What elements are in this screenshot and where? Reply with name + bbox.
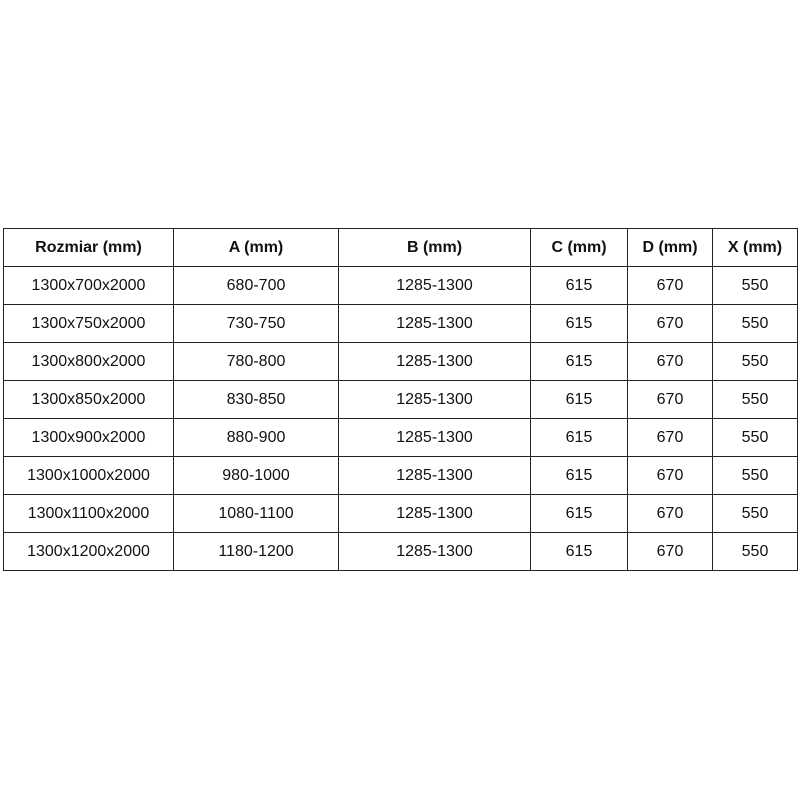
table-cell: 615: [530, 418, 628, 457]
table-cell: 1285-1300: [338, 456, 531, 495]
table-cell: 670: [627, 266, 713, 305]
table-cell: 670: [627, 494, 713, 533]
table-cell: 550: [712, 532, 798, 571]
table-cell: 1300x900x2000: [3, 418, 174, 457]
table-cell: 1300x850x2000: [3, 380, 174, 419]
table-cell: 550: [712, 494, 798, 533]
table-cell: 1285-1300: [338, 494, 531, 533]
table-cell: 1285-1300: [338, 342, 531, 381]
table-cell: 1300x1000x2000: [3, 456, 174, 495]
table-cell: 670: [627, 304, 713, 343]
table-cell: 550: [712, 266, 798, 305]
dimensions-table: Rozmiar (mm) A (mm) B (mm) C (mm) D (mm) X (m…: [3, 228, 798, 571]
table-cell: 1285-1300: [338, 532, 531, 571]
table-row: 1300x1100x2000 1080-1100 1285-1300 615 670 55…: [3, 494, 798, 533]
table-row: 1300x850x2000 830-850 1285-1300 615 670 550: [3, 380, 798, 419]
table-cell: 615: [530, 380, 628, 419]
table-row: 1300x750x2000 730-750 1285-1300 615 670 550: [3, 304, 798, 343]
table-cell: 1300x1200x2000: [3, 532, 174, 571]
table-cell: 615: [530, 532, 628, 571]
table-cell: 615: [530, 494, 628, 533]
table-row: 1300x700x2000 680-700 1285-1300 615 670 550: [3, 266, 798, 305]
table-cell: 615: [530, 304, 628, 343]
table-cell: 1285-1300: [338, 380, 531, 419]
table-row: 1300x1000x2000 980-1000 1285-1300 615 670 550: [3, 456, 798, 495]
table-cell: 1080-1100: [173, 494, 339, 533]
table-cell: 680-700: [173, 266, 339, 305]
table-cell: 670: [627, 418, 713, 457]
table-row: 1300x900x2000 880-900 1285-1300 615 670 550: [3, 418, 798, 457]
table-cell: 615: [530, 456, 628, 495]
column-header: D (mm): [627, 228, 713, 267]
column-header: Rozmiar (mm): [3, 228, 174, 267]
table-cell: 615: [530, 342, 628, 381]
table-cell: 670: [627, 380, 713, 419]
table-cell: 1300x750x2000: [3, 304, 174, 343]
table-cell: 1300x700x2000: [3, 266, 174, 305]
table-cell: 980-1000: [173, 456, 339, 495]
table-cell: 880-900: [173, 418, 339, 457]
table-row: 1300x1200x2000 1180-1200 1285-1300 615 670 55…: [3, 532, 798, 571]
table-cell: 550: [712, 418, 798, 457]
table-cell: 1180-1200: [173, 532, 339, 571]
table-cell: 550: [712, 456, 798, 495]
table-cell: 780-800: [173, 342, 339, 381]
table-cell: 1285-1300: [338, 418, 531, 457]
table-cell: 550: [712, 380, 798, 419]
table-row: 1300x800x2000 780-800 1285-1300 615 670 550: [3, 342, 798, 381]
table-cell: 730-750: [173, 304, 339, 343]
table-cell: 670: [627, 532, 713, 571]
table-cell: 1300x1100x2000: [3, 494, 174, 533]
table-header-row: Rozmiar (mm) A (mm) B (mm) C (mm) D (mm) X (m…: [3, 228, 798, 267]
table-cell: 670: [627, 456, 713, 495]
column-header: X (mm): [712, 228, 798, 267]
table-cell: 550: [712, 342, 798, 381]
table-cell: 1285-1300: [338, 266, 531, 305]
table-cell: 1285-1300: [338, 304, 531, 343]
column-header: A (mm): [173, 228, 339, 267]
table-cell: 615: [530, 266, 628, 305]
table-cell: 1300x800x2000: [3, 342, 174, 381]
table-cell: 550: [712, 304, 798, 343]
column-header: C (mm): [530, 228, 628, 267]
table-cell: 830-850: [173, 380, 339, 419]
table-cell: 670: [627, 342, 713, 381]
column-header: B (mm): [338, 228, 531, 267]
